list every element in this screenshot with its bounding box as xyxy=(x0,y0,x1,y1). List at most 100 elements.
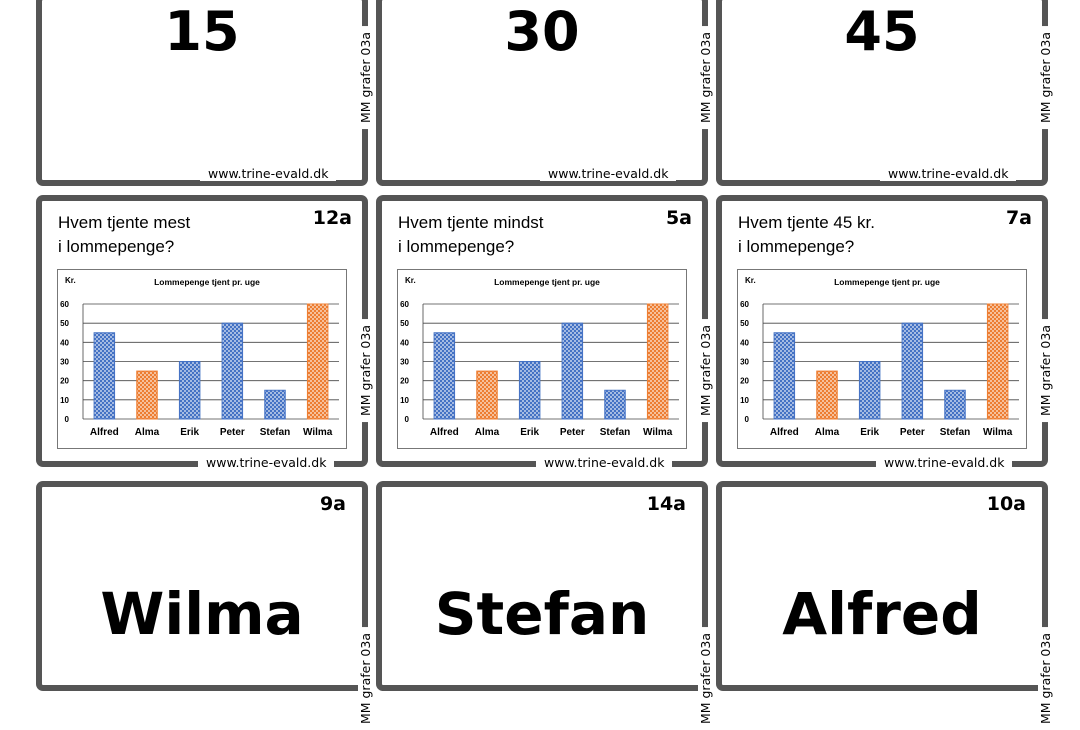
question-card-7a: Hvem tjente 45 kr. i lommepenge? 7a Kr. L… xyxy=(716,195,1053,470)
y-tick-label: 30 xyxy=(740,358,749,367)
bar-chart: Kr. Lommepenge tjent pr. uge 0 10 20 30 40 50 60… xyxy=(737,269,1027,449)
card-number: 45 xyxy=(844,0,920,63)
card-number: 15 xyxy=(164,0,240,63)
card-id: 14a xyxy=(646,493,686,515)
question-card-12a: Hvem tjente mest i lommepenge? 12a Kr. Lo… xyxy=(36,195,373,470)
card-id: 12a xyxy=(312,207,352,229)
bar-chart: Kr. Lommepenge tjent pr. uge 0 10 20 30 40 50 60… xyxy=(57,269,347,449)
bar-alma xyxy=(476,370,498,420)
answer-card-alfred: 10a Alfred MM grafer 03a xyxy=(716,481,1053,730)
y-tick-label: 0 xyxy=(745,415,750,424)
y-axis-label: Kr. xyxy=(405,276,416,285)
bar-peter xyxy=(901,322,924,420)
card-number: 30 xyxy=(504,0,580,63)
x-tick-label: Peter xyxy=(220,427,245,438)
y-tick-label: 60 xyxy=(60,300,69,309)
chart-title: Lommepenge tjent pr. uge xyxy=(154,277,260,287)
x-tick-label: Alma xyxy=(135,427,160,438)
card-id: 7a xyxy=(1005,207,1032,229)
x-tick-label: Alfred xyxy=(430,427,459,438)
footer-url: www.trine-evald.dk xyxy=(880,166,1017,181)
x-tick-label: Wilma xyxy=(643,427,673,438)
side-label: MM grafer 03a xyxy=(358,319,373,423)
y-tick-label: 10 xyxy=(60,396,69,405)
bar-alfred xyxy=(93,332,116,420)
bar-chart: Kr. Lommepenge tjent pr. uge 0 10 20 30 40 50 60… xyxy=(397,269,687,449)
footer-url: www.trine-evald.dk xyxy=(536,455,673,470)
card-id: 5a xyxy=(665,207,692,229)
bar-stefan xyxy=(264,389,286,420)
bar-stefan xyxy=(604,389,626,420)
answer-card-30: 30 MM grafer 03a www.trine-evald.dk xyxy=(376,0,713,186)
answer-card-stefan: 14a Stefan MM grafer 03a xyxy=(376,481,713,730)
question-text: Hvem tjente mindst i lommepenge? xyxy=(398,211,618,259)
bar-alfred xyxy=(433,332,456,420)
x-tick-label: Wilma xyxy=(983,427,1013,438)
card-name: Wilma xyxy=(100,580,304,648)
x-tick-label: Stefan xyxy=(260,427,291,438)
y-tick-label: 50 xyxy=(400,319,409,328)
bar-wilma xyxy=(986,303,1009,420)
answer-card-15: 15 MM grafer 03a www.trine-evald.dk xyxy=(36,0,373,186)
bar-erik xyxy=(518,361,541,420)
card-id: 10a xyxy=(986,493,1026,515)
side-label: MM grafer 03a xyxy=(698,627,713,730)
footer-url: www.trine-evald.dk xyxy=(198,455,335,470)
question-line-1: Hvem tjente mindst xyxy=(398,213,544,232)
bar-peter xyxy=(561,322,584,420)
question-line-2: i lommepenge? xyxy=(58,237,175,256)
side-label: MM grafer 03a xyxy=(358,26,373,130)
y-tick-label: 60 xyxy=(740,300,749,309)
y-tick-label: 10 xyxy=(740,396,749,405)
bar-peter xyxy=(221,322,244,420)
bar-stefan xyxy=(944,389,966,420)
x-tick-label: Alfred xyxy=(90,427,119,438)
x-tick-label: Peter xyxy=(900,427,925,438)
bar-wilma xyxy=(306,303,329,420)
bar-alma xyxy=(136,370,158,420)
x-tick-label: Erik xyxy=(180,427,199,438)
question-line-1: Hvem tjente 45 kr. xyxy=(738,213,876,232)
x-tick-label: Stefan xyxy=(940,427,971,438)
x-tick-label: Alma xyxy=(475,427,500,438)
footer-url: www.trine-evald.dk xyxy=(876,455,1013,470)
y-tick-label: 40 xyxy=(740,338,749,347)
side-label: MM grafer 03a xyxy=(1038,26,1053,130)
y-axis-label: Kr. xyxy=(745,276,756,285)
x-tick-label: Alma xyxy=(815,427,840,438)
question-line-2: i lommepenge? xyxy=(738,237,855,256)
answer-card-45: 45 MM grafer 03a www.trine-evald.dk xyxy=(716,0,1053,186)
question-text: Hvem tjente 45 kr. i lommepenge? xyxy=(738,211,958,259)
question-text: Hvem tjente mest i lommepenge? xyxy=(58,211,278,259)
y-tick-label: 60 xyxy=(400,300,409,309)
footer-url: www.trine-evald.dk xyxy=(200,166,337,181)
bar-erik xyxy=(178,361,201,420)
y-tick-label: 10 xyxy=(400,396,409,405)
question-card-5a: Hvem tjente mindst i lommepenge? 5a Kr. L… xyxy=(376,195,713,470)
card-name: Alfred xyxy=(782,580,982,648)
x-tick-label: Alfred xyxy=(770,427,799,438)
y-tick-label: 20 xyxy=(400,377,409,386)
y-tick-label: 40 xyxy=(400,338,409,347)
y-tick-label: 50 xyxy=(740,319,749,328)
y-tick-label: 20 xyxy=(60,377,69,386)
bar-alfred xyxy=(773,332,796,420)
side-label: MM grafer 03a xyxy=(698,319,713,423)
y-tick-label: 0 xyxy=(405,415,410,424)
chart-title: Lommepenge tjent pr. uge xyxy=(834,277,940,287)
y-tick-label: 50 xyxy=(60,319,69,328)
x-tick-label: Wilma xyxy=(303,427,333,438)
card-name: Stefan xyxy=(434,580,650,648)
question-line-2: i lommepenge? xyxy=(398,237,515,256)
bar-wilma xyxy=(646,303,669,420)
y-tick-label: 30 xyxy=(60,358,69,367)
y-tick-label: 30 xyxy=(400,358,409,367)
x-tick-label: Stefan xyxy=(600,427,631,438)
x-tick-label: Peter xyxy=(560,427,585,438)
side-label: MM grafer 03a xyxy=(1038,627,1053,730)
y-tick-label: 0 xyxy=(65,415,70,424)
y-tick-label: 40 xyxy=(60,338,69,347)
bar-alma xyxy=(816,370,838,420)
side-label: MM grafer 03a xyxy=(1038,319,1053,423)
side-label: MM grafer 03a xyxy=(698,26,713,130)
